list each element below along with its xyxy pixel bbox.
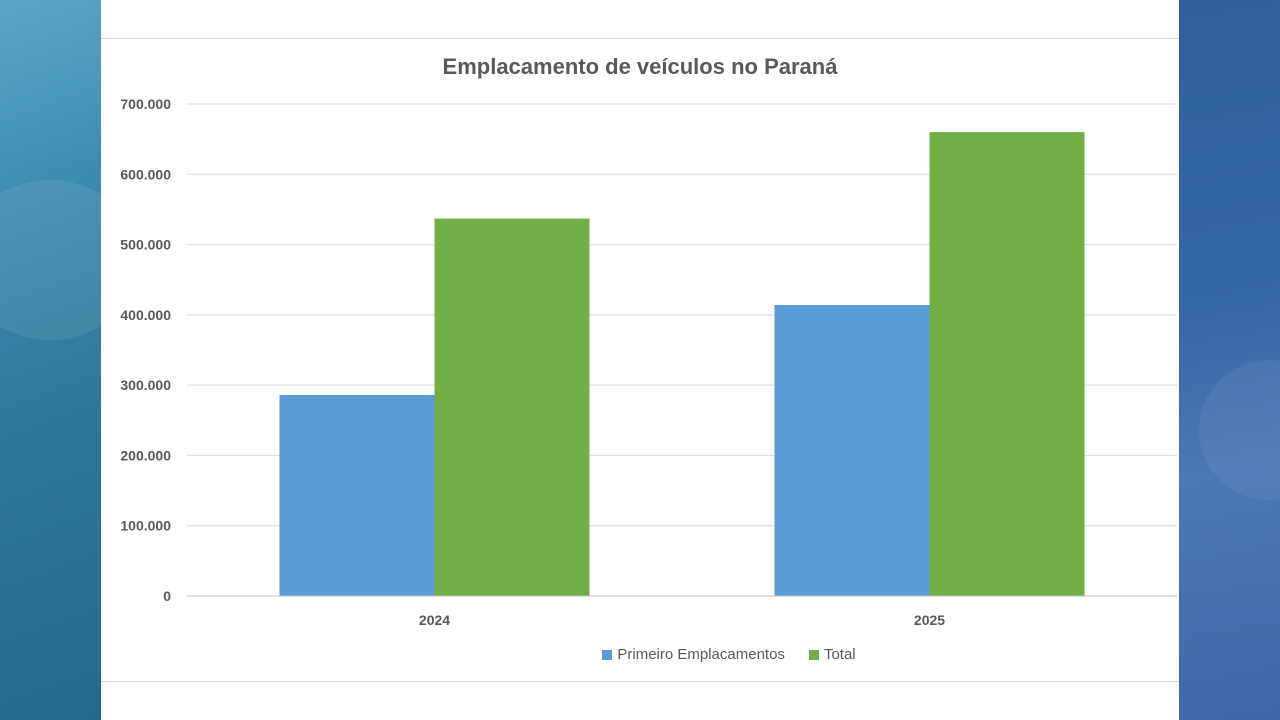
legend-label-total: Total [823,646,856,663]
chart-panel: Emplacamento de veículos no Paraná 0 100.… [101,0,1179,720]
bar-primeiro-2024 [279,394,435,596]
y-tick-label: 700.000 [120,96,171,112]
legend-label-primeiro: Primeiro Emplacamentos [617,646,785,663]
background-right-photo [1179,0,1280,720]
bar-primeiro-2025 [774,305,930,596]
bar-total-2024 [434,218,590,596]
chart-legend: Primeiro Emplacamentos Total [101,646,1179,663]
legend-item-total: Total [808,646,856,663]
background-left-photo [0,0,140,720]
y-tick-label: 200.000 [120,447,171,463]
x-tick-label: 2024 [419,612,450,628]
y-tick-label: 100.000 [120,518,171,534]
legend-item-primeiro: Primeiro Emplacamentos [602,646,785,663]
y-tick-label: 0 [163,588,171,604]
chart-title: Emplacamento de veículos no Paraná [442,54,838,79]
y-tick-label: 300.000 [120,377,171,393]
x-tick-label: 2025 [914,612,945,628]
bar-chart: 0 100.000 200.000 300.000 400.000 500.000 600.… [120,96,1177,628]
y-tick-label: 400.000 [120,307,171,323]
legend-swatch-primeiro [602,649,613,660]
bar-total-2025 [929,132,1085,596]
legend-swatch-total [808,649,819,660]
chart-frame-top-border [101,38,1179,39]
y-tick-label: 600.000 [120,166,171,182]
y-tick-label: 500.000 [120,237,171,253]
chart-frame-bottom-border [101,681,1179,682]
